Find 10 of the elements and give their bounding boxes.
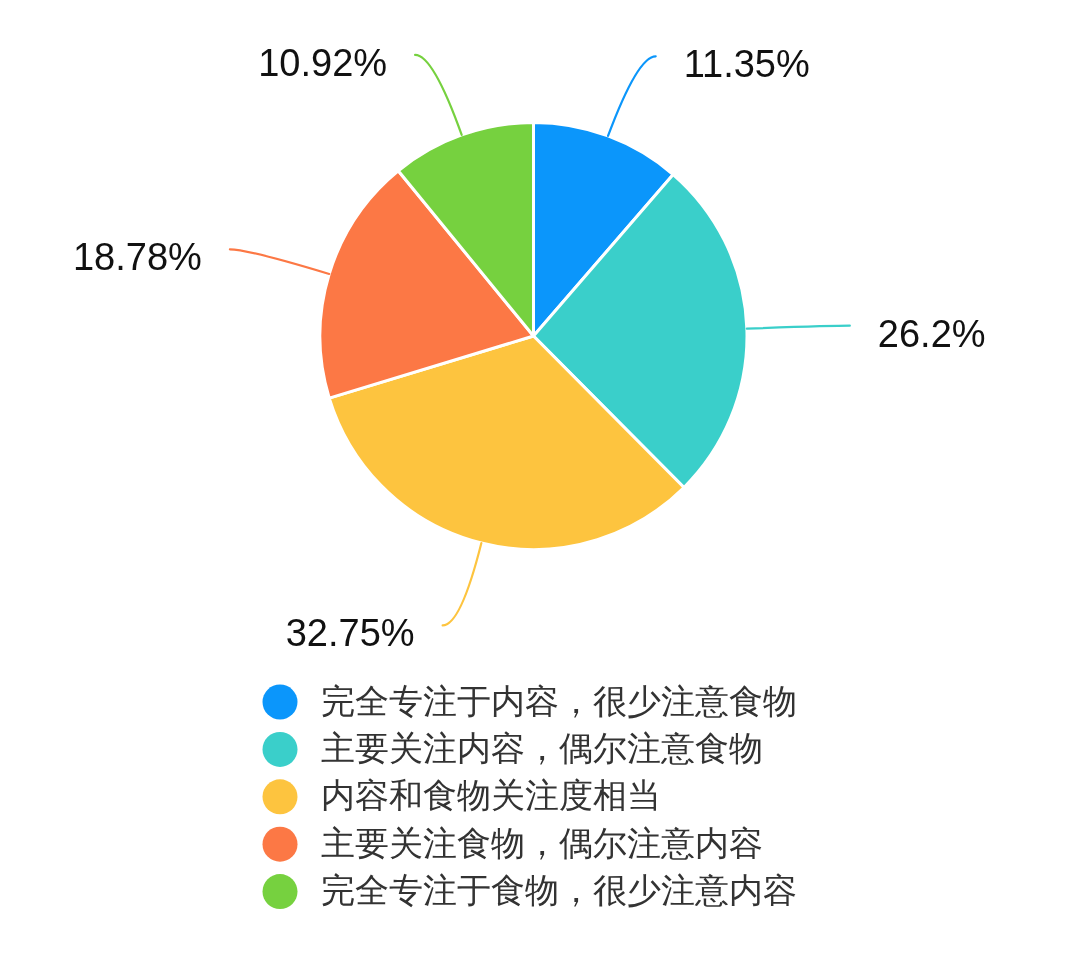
legend-label: 内容和食物关注度相当: [321, 775, 661, 816]
legend-label: 完全专注于食物，很少注意内容: [321, 870, 797, 911]
legend-label: 主要关注内容，偶尔注意食物: [321, 727, 763, 768]
data-label: 32.75%: [285, 612, 415, 655]
legend-label: 完全专注于内容，很少注意食物: [321, 680, 797, 721]
data-label: 18.78%: [73, 236, 202, 279]
data-label: 11.35%: [683, 43, 810, 86]
data-label: 26.2%: [877, 312, 986, 355]
data-label: 10.92%: [258, 41, 388, 84]
legend-label: 主要关注食物，偶尔注意内容: [321, 822, 763, 863]
